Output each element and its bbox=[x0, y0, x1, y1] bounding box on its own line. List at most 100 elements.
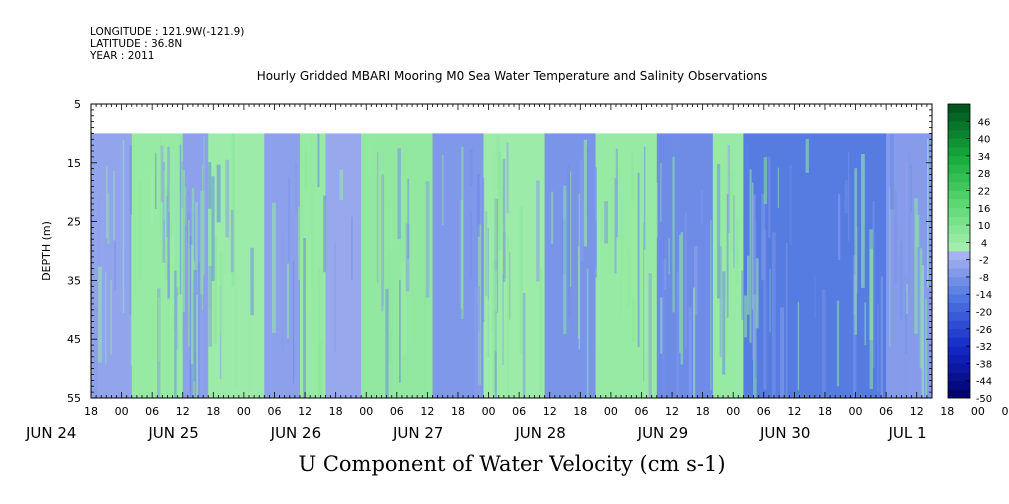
heatmap-streak bbox=[480, 161, 483, 262]
heatmap-streak bbox=[620, 175, 622, 319]
heatmap-streak bbox=[106, 165, 108, 239]
heatmap-streak bbox=[225, 159, 230, 238]
colorbar-label: 16 bbox=[978, 204, 991, 215]
heatmap-streak bbox=[493, 148, 497, 312]
heatmap-streak bbox=[208, 162, 212, 209]
colorbar-label: -20 bbox=[976, 308, 992, 319]
heatmap-streak bbox=[189, 236, 192, 398]
x-hour-label: 06 bbox=[390, 405, 404, 418]
heatmap-streak bbox=[390, 204, 393, 331]
heatmap-streak bbox=[797, 301, 800, 391]
heatmap-streak bbox=[746, 144, 748, 179]
heatmap-streak bbox=[399, 279, 401, 383]
heatmap-streak bbox=[160, 145, 164, 203]
heatmap-streak bbox=[150, 172, 153, 225]
heatmap-streak bbox=[676, 271, 680, 398]
heatmap-streak bbox=[167, 146, 170, 300]
colorbar-segment bbox=[948, 294, 970, 304]
heatmap-streak bbox=[905, 161, 908, 275]
heatmap-streak bbox=[660, 297, 663, 354]
heatmap-streak bbox=[722, 271, 726, 375]
heatmap-streak bbox=[735, 220, 739, 286]
heatmap-streak bbox=[174, 270, 177, 398]
heatmap-streak bbox=[182, 169, 185, 312]
heatmap-streak bbox=[733, 195, 735, 268]
heatmap-streak bbox=[208, 266, 213, 347]
variable-title: U Component of Water Velocity (cm s-1) bbox=[298, 452, 726, 476]
longitude-label: LONGITUDE : 121.9W(-121.9) bbox=[90, 26, 245, 38]
colorbar-segment bbox=[948, 129, 970, 139]
heatmap-streak bbox=[615, 148, 618, 238]
heatmap-streak bbox=[334, 242, 336, 353]
heatmap-streak bbox=[539, 267, 543, 393]
heatmap-streak bbox=[381, 174, 385, 312]
heatmap-streak bbox=[744, 295, 747, 338]
heatmap-streak bbox=[401, 262, 406, 356]
heatmap-streak bbox=[208, 185, 213, 310]
heatmap-field bbox=[91, 133, 932, 398]
heatmap-streak bbox=[604, 201, 608, 244]
colorbar-label: -14 bbox=[976, 290, 992, 301]
heatmap-streak bbox=[311, 136, 315, 289]
x-hour-label: 00 bbox=[604, 405, 618, 418]
heatmap-streak bbox=[477, 297, 481, 398]
heatmap-streak bbox=[369, 138, 372, 177]
x-hour-label: 06 bbox=[757, 405, 771, 418]
heatmap-streak bbox=[598, 204, 600, 346]
heatmap-streak bbox=[129, 144, 132, 316]
heatmap-streak bbox=[122, 139, 125, 314]
heatmap-streak bbox=[727, 145, 731, 233]
x-hour-label: 00 bbox=[971, 405, 985, 418]
heatmap-streak bbox=[382, 305, 384, 398]
heatmap-streak bbox=[747, 255, 750, 315]
heatmap-streak bbox=[738, 245, 743, 303]
heatmap-streak bbox=[424, 287, 426, 398]
colorbar-segment bbox=[948, 242, 970, 252]
heatmap-streak bbox=[780, 307, 785, 398]
heatmap-streak bbox=[179, 144, 182, 295]
heatmap-streak bbox=[877, 304, 879, 393]
colorbar-segment bbox=[948, 380, 970, 390]
heatmap-streak bbox=[836, 300, 840, 387]
heatmap-streak bbox=[190, 244, 194, 365]
heatmap-streak bbox=[393, 302, 396, 387]
heatmap-streak bbox=[482, 177, 485, 322]
heatmap-streak bbox=[551, 191, 554, 244]
heatmap-streak bbox=[134, 198, 136, 297]
heatmap-streak bbox=[755, 219, 757, 378]
heatmap-streak bbox=[113, 170, 115, 241]
x-day-label: JUN 25 bbox=[147, 424, 198, 442]
heatmap-streak bbox=[869, 248, 873, 389]
y-axis-label: DEPTH (m) bbox=[40, 221, 53, 281]
heatmap-streak bbox=[301, 159, 303, 260]
heatmap-streak bbox=[498, 151, 502, 250]
heatmap-streak bbox=[288, 176, 290, 261]
x-hour-label: 18 bbox=[329, 405, 343, 418]
heatmap-streak bbox=[188, 219, 190, 347]
heatmap-streak bbox=[679, 234, 682, 353]
x-hour-label: 12 bbox=[543, 405, 557, 418]
heatmap-streak bbox=[586, 145, 588, 215]
colorbar-segment bbox=[948, 285, 970, 295]
colorbar-label: 34 bbox=[978, 152, 991, 163]
heatmap-streak bbox=[680, 232, 684, 365]
x-hour-label: 12 bbox=[298, 405, 312, 418]
heatmap-streak bbox=[906, 284, 908, 314]
heatmap-streak bbox=[693, 287, 696, 398]
heatmap-streak bbox=[844, 180, 848, 214]
x-hour-label: 18 bbox=[573, 405, 587, 418]
heatmap-streak bbox=[630, 152, 634, 201]
heatmap-streak bbox=[660, 163, 662, 222]
colorbar-segment bbox=[948, 225, 970, 235]
heatmap-streak bbox=[821, 289, 826, 398]
heatmap-streak bbox=[725, 296, 727, 392]
y-tick-label: 45 bbox=[67, 333, 81, 346]
colorbar-segment bbox=[948, 199, 970, 209]
y-tick-label: 5 bbox=[74, 98, 81, 111]
heatmap-streak bbox=[442, 155, 444, 226]
heatmap-streak bbox=[897, 224, 901, 259]
heatmap-streak bbox=[247, 284, 252, 392]
heatmap-streak bbox=[570, 294, 572, 327]
heatmap-streak bbox=[637, 172, 640, 347]
